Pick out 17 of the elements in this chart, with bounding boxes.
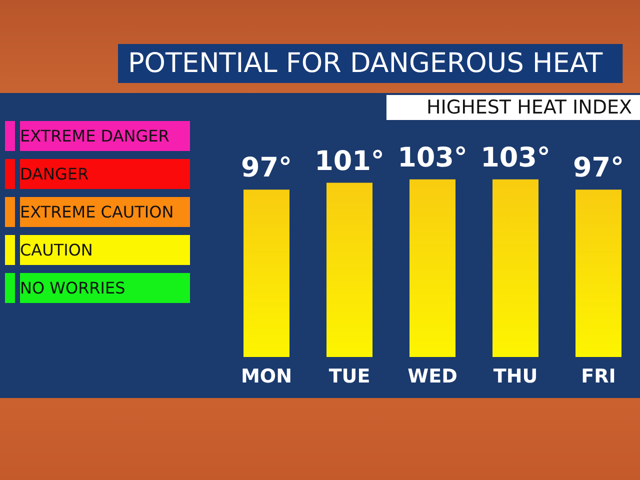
data-label: 103°: [480, 142, 550, 174]
data-label: 97°: [572, 152, 624, 184]
legend-label: CAUTION: [20, 240, 93, 260]
chart-subtitle: HIGHEST HEAT INDEX: [426, 96, 632, 118]
data-label: 101°: [314, 146, 384, 177]
x-tick-label: WED: [408, 366, 458, 388]
data-label: 97°: [240, 152, 292, 184]
legend-label: EXTREME CAUTION: [20, 202, 174, 222]
legend-label: NO WORRIES: [20, 278, 126, 298]
x-tick-label: FRI: [581, 366, 616, 388]
chart-title: POTENTIAL FOR DANGEROUS HEAT: [128, 48, 604, 79]
data-label: 103°: [398, 142, 468, 174]
legend-label: DANGER: [20, 164, 89, 184]
x-tick-label: MON: [241, 366, 292, 388]
x-tick-label: THU: [493, 366, 538, 388]
x-tick-label: TUE: [328, 366, 370, 388]
legend-label: EXTREME DANGER: [20, 126, 170, 146]
